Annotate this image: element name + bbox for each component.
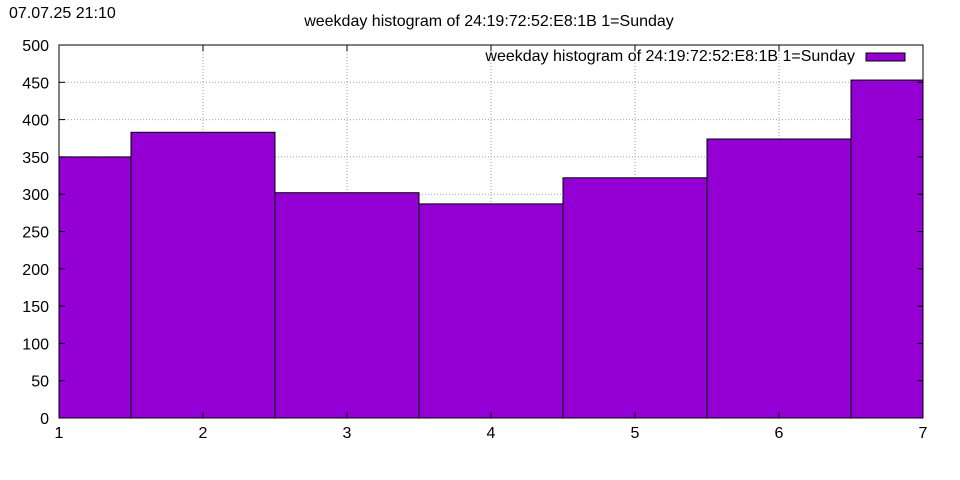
chart-title: weekday histogram of 24:19:72:52:E8:1B 1… (303, 13, 674, 30)
legend-label: weekday histogram of 24:19:72:52:E8:1B 1… (484, 48, 855, 65)
axis-ticks: 0 50 100 150 200 250 300 350 400 450 500 1 2 3 4 5 6 7 (22, 38, 927, 442)
y-tick-label: 100 (22, 336, 49, 353)
y-tick-label: 200 (22, 262, 49, 279)
x-tick-label: 3 (343, 425, 352, 442)
y-tick-label: 350 (22, 150, 49, 167)
x-tick-label: 4 (487, 425, 496, 442)
bar-day-4 (418, 203, 564, 419)
plot-border (58, 44, 924, 419)
bar-day-7 (850, 79, 924, 419)
y-tick-label: 300 (22, 187, 49, 204)
bar-day-2 (130, 131, 276, 419)
x-tick-label: 6 (775, 425, 784, 442)
y-tick-label: 250 (22, 225, 49, 242)
bar-day-3 (274, 192, 420, 419)
bar-day-1 (58, 156, 132, 419)
y-tick-label: 400 (22, 113, 49, 130)
legend: weekday histogram of 24:19:72:52:E8:1B 1… (484, 48, 906, 65)
timestamp-label: 07.07.25 21:10 (9, 5, 116, 22)
legend-swatch (865, 52, 906, 62)
x-tick-label: 1 (55, 425, 64, 442)
x-tick-label: 2 (199, 425, 208, 442)
y-tick-label: 0 (40, 411, 49, 428)
y-tick-label: 50 (31, 374, 49, 391)
x-tick-label: 5 (631, 425, 640, 442)
bars (58, 79, 924, 419)
bar-day-5 (562, 177, 708, 419)
bar-day-6 (706, 138, 852, 419)
x-tick-label: 7 (919, 425, 928, 442)
y-tick-label: 500 (22, 38, 49, 55)
y-tick-label: 150 (22, 299, 49, 316)
y-tick-label: 450 (22, 75, 49, 92)
